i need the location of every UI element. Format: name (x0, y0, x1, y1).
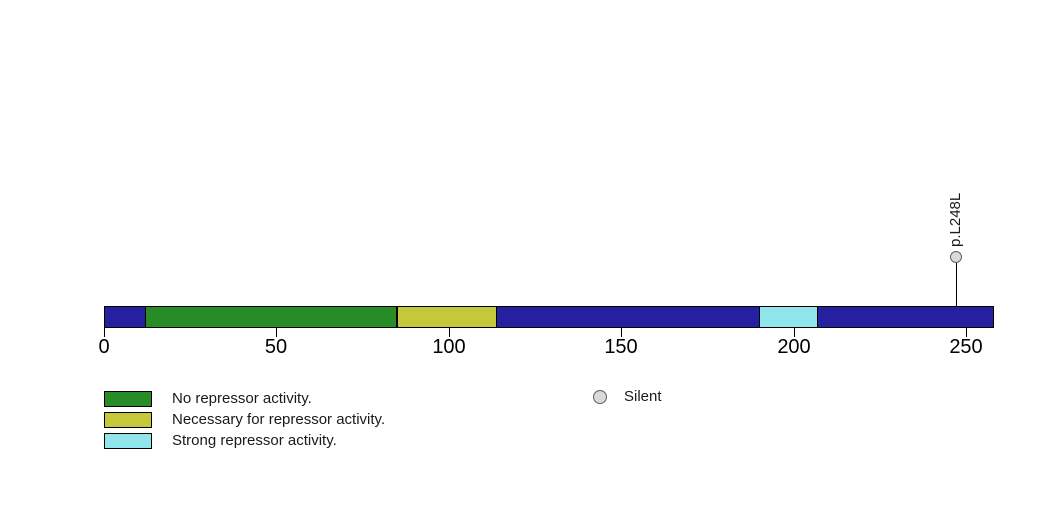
domain-color-swatch (104, 433, 152, 449)
axis-tick-label: 250 (949, 336, 983, 358)
silent-marker-icon (593, 390, 607, 404)
legend-label: Strong repressor activity. (172, 432, 337, 449)
axis-tick (966, 328, 967, 337)
axis-tick (794, 328, 795, 337)
lollipop-stem (956, 263, 957, 306)
domain-strong-repressor-activity (759, 306, 818, 328)
domain-color-swatch (104, 412, 152, 428)
legend-label: No repressor activity. (172, 390, 312, 407)
domain-no-repressor-activity (145, 306, 398, 328)
lollipop-marker (950, 251, 962, 263)
mutation-legend-label: Silent (624, 388, 662, 405)
legend-item-strong-repressor-activity: Strong repressor activity. (104, 433, 385, 449)
axis-tick-label: 100 (432, 336, 466, 358)
domain-color-swatch (104, 391, 152, 407)
axis-tick (104, 328, 105, 337)
mutation-type-legend: Silent (593, 389, 662, 405)
domain-necessary-for-repressor-activity (397, 306, 498, 328)
axis-tick-label: 50 (264, 336, 288, 358)
legend-label: Necessary for repressor activity. (172, 411, 386, 428)
axis-tick-label: 150 (604, 336, 638, 358)
domain-legend: No repressor activity. Necessary for rep… (104, 391, 385, 454)
legend-item-no-repressor-activity: No repressor activity. (104, 391, 385, 407)
lollipop-label: p.L248L (947, 192, 964, 247)
axis-tick (449, 328, 450, 337)
axis-tick (276, 328, 277, 337)
axis-tick-label: 0 (98, 336, 110, 358)
axis-tick (621, 328, 622, 337)
axis-tick-label: 200 (777, 336, 811, 358)
legend-item-necessary-for-repressor-activity: Necessary for repressor activity. (104, 412, 385, 428)
